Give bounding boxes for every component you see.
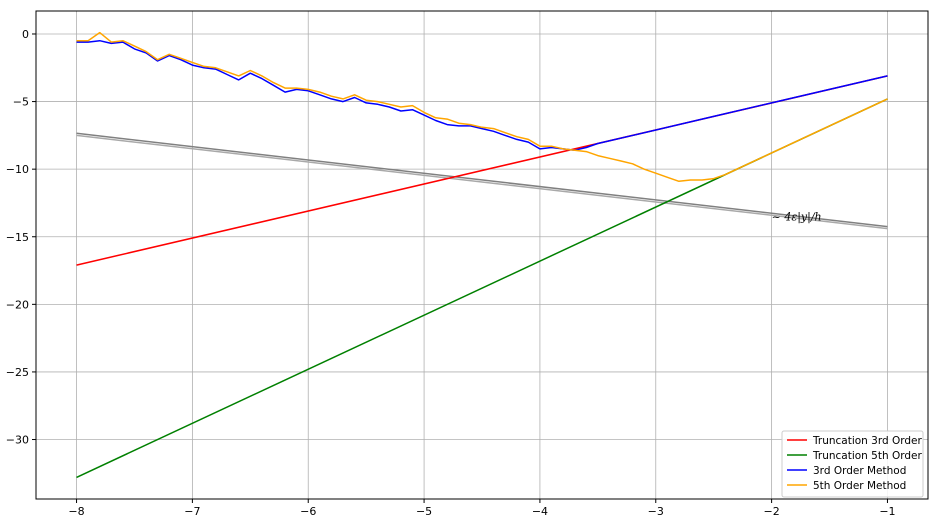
legend-label: 5th Order Method	[813, 480, 906, 492]
error-bound-line-5	[76, 134, 888, 230]
series-layer	[76, 31, 888, 479]
y-tick-label: −30	[6, 434, 29, 447]
y-tick-label: 0	[22, 28, 29, 41]
plot-frame	[35, 10, 929, 500]
legend-label: Truncation 3rd Order	[812, 435, 922, 447]
x-tick-label: −4	[532, 505, 548, 518]
x-tick-label: −3	[648, 505, 664, 518]
legend: Truncation 3rd Order Truncation 5th Order…	[781, 430, 924, 498]
x-tick-label: −7	[184, 505, 200, 518]
y-tick-label: −10	[6, 163, 29, 176]
x-tick-label: −5	[416, 505, 432, 518]
x-tick-label: −8	[68, 505, 84, 518]
x-tick-label: −1	[879, 505, 895, 518]
y-tick-label: −20	[6, 298, 29, 311]
5th-order-method-line	[76, 31, 888, 183]
3rd-order-method-line	[76, 39, 888, 151]
x-tick-label: −2	[764, 505, 780, 518]
legend-box	[781, 430, 924, 498]
y-tick-label: −5	[13, 96, 29, 109]
error-bound-line-4	[76, 132, 888, 228]
annotation-label: ~ 4ε|y|/h	[772, 211, 822, 225]
legend-label: Truncation 5th Order	[812, 450, 922, 462]
tick-layer: −8 −7 −6 −5 −4 −3 −2 −10−5−10−15−20−25−30	[6, 28, 896, 518]
legend-label: 3rd Order Method	[813, 465, 906, 477]
legend-items: Truncation 3rd Order Truncation 5th Order…	[787, 435, 922, 492]
y-tick-label: −15	[6, 231, 29, 244]
y-tick-label: −25	[6, 366, 29, 379]
grid-layer	[36, 11, 928, 499]
x-tick-label: −6	[300, 505, 316, 518]
